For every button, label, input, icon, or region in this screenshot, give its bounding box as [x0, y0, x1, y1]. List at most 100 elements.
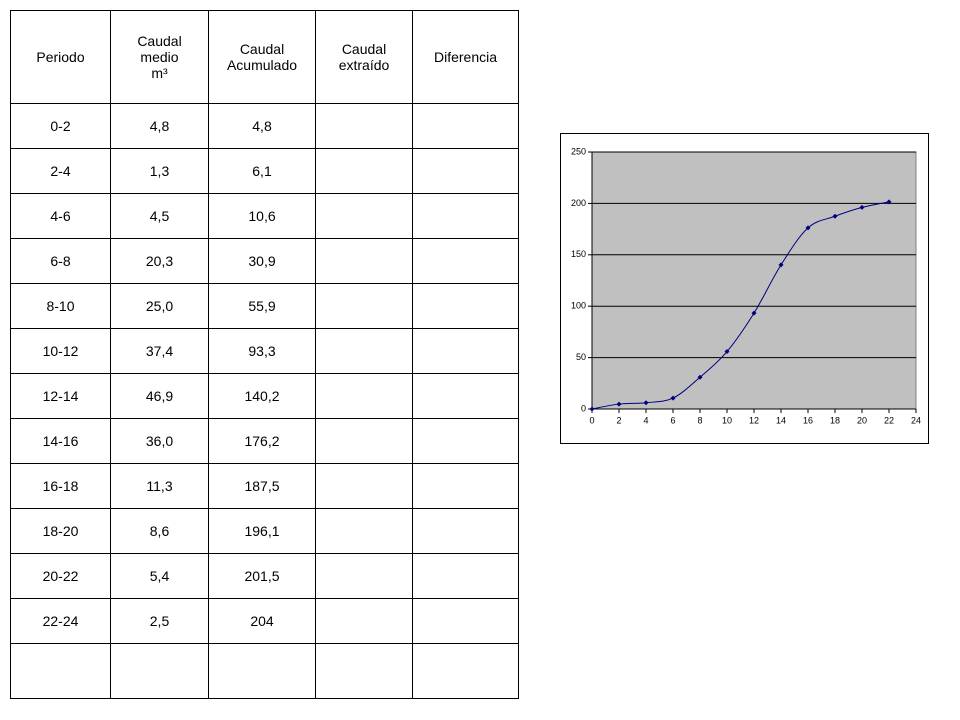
y-tick-label: 250 — [571, 146, 586, 156]
header-text: medio — [140, 49, 179, 65]
table-cell: 4,8 — [208, 103, 316, 149]
x-tick-label: 18 — [830, 415, 840, 425]
table-cell: 4,5 — [110, 193, 209, 239]
table-cell — [412, 418, 519, 464]
header-text: Caudal — [239, 41, 285, 57]
table-cell: 93,3 — [208, 328, 316, 374]
point — [616, 401, 622, 407]
point — [670, 395, 676, 401]
table-cell: 8,6 — [110, 508, 209, 554]
header-text: Acumulado — [226, 57, 298, 73]
point — [724, 349, 730, 355]
table-cell: 10-12 — [10, 328, 111, 374]
point — [751, 310, 757, 316]
table-cell — [412, 598, 519, 644]
table-cell: 11,3 — [110, 463, 209, 509]
table-cell: 204 — [208, 598, 316, 644]
table-cell: 5,4 — [110, 553, 209, 599]
x-tick-label: 4 — [643, 415, 648, 425]
table-cell: 16-18 — [10, 463, 111, 509]
x-tick-label: 20 — [857, 415, 867, 425]
table-cell — [412, 148, 519, 194]
table-cell — [412, 283, 519, 329]
table-cell: 201,5 — [208, 553, 316, 599]
table-row: 22-24 2,5 204 — [10, 598, 519, 644]
table-cell: 30,9 — [208, 238, 316, 284]
table-row: 0-2 4,8 4,8 — [10, 103, 519, 149]
header-text: Caudal — [341, 41, 387, 57]
table-cell — [315, 103, 413, 149]
point — [697, 374, 703, 380]
table-row: 6-8 20,3 30,9 — [10, 238, 519, 284]
table-cell: 8-10 — [10, 283, 111, 329]
y-tick-label: 150 — [571, 249, 586, 259]
point — [643, 400, 649, 406]
x-tick-label: 16 — [803, 415, 813, 425]
point — [859, 204, 865, 210]
table-cell: 2,5 — [110, 598, 209, 644]
header-text: Caudal — [137, 33, 182, 49]
table-cell: 20,3 — [110, 238, 209, 284]
data-table: Periodo Caudal medio m³ Caudal Acumulado Cauda… — [10, 10, 519, 699]
x-tick-label: 0 — [589, 415, 594, 425]
table-cell — [315, 598, 413, 644]
table-cell: 1,3 — [110, 148, 209, 194]
table-cell — [315, 553, 413, 599]
table-cell — [315, 508, 413, 554]
table-cell: 196,1 — [208, 508, 316, 554]
x-tick-label: 22 — [884, 415, 894, 425]
table-row: 8-10 25,0 55,9 — [10, 283, 519, 329]
table-cell — [412, 193, 519, 239]
table-cell — [315, 283, 413, 329]
table-cell — [315, 238, 413, 284]
header-cell: Caudal medio m³ — [110, 10, 209, 104]
table-row: 4-6 4,5 10,6 — [10, 193, 519, 239]
table-cell: 0-2 — [10, 103, 111, 149]
header-cell: Periodo — [10, 10, 111, 104]
table-row: 18-20 8,6 196,1 — [10, 508, 519, 554]
table-cell — [315, 148, 413, 194]
table-cell — [412, 463, 519, 509]
table-cell: 10,6 — [208, 193, 316, 239]
table-cell — [412, 103, 519, 149]
table-cell: 14-16 — [10, 418, 111, 464]
y-tick-label: 100 — [571, 301, 586, 311]
table-row: 16-18 11,3 187,5 — [10, 463, 519, 509]
y-tick-label: 0 — [581, 403, 586, 413]
table-cell — [412, 373, 519, 419]
table-cell — [315, 643, 413, 699]
table-cell: 4-6 — [10, 193, 111, 239]
table-cell: 6-8 — [10, 238, 111, 284]
table-cell: 18-20 — [10, 508, 111, 554]
x-tick-label: 24 — [911, 415, 921, 425]
table-cell — [412, 643, 519, 699]
table-cell: 20-22 — [10, 553, 111, 599]
table-row: 14-16 36,0 176,2 — [10, 418, 519, 464]
point — [832, 213, 838, 219]
table-cell — [412, 508, 519, 554]
x-tick-label: 8 — [697, 415, 702, 425]
x-tick-label: 6 — [670, 415, 675, 425]
x-tick-label: 2 — [616, 415, 621, 425]
point — [589, 406, 595, 412]
header-text: m³ — [151, 65, 168, 81]
table-row: 10-12 37,4 93,3 — [10, 328, 519, 374]
table-row: 12-14 46,9 140,2 — [10, 373, 519, 419]
table-cell: 37,4 — [110, 328, 209, 374]
x-tick-label: 10 — [722, 415, 732, 425]
table-cell: 6,1 — [208, 148, 316, 194]
header-cell: Diferencia — [412, 10, 519, 104]
table-cell: 25,0 — [110, 283, 209, 329]
table-cell: 36,0 — [110, 418, 209, 464]
table-cell — [315, 418, 413, 464]
point — [805, 225, 811, 231]
table-cell: 140,2 — [208, 373, 316, 419]
table-cell — [315, 328, 413, 374]
table-cell: 2-4 — [10, 148, 111, 194]
table-cell — [412, 328, 519, 374]
plot-area — [591, 151, 917, 410]
point — [886, 199, 892, 205]
table-cell — [315, 463, 413, 509]
table-cell — [412, 553, 519, 599]
